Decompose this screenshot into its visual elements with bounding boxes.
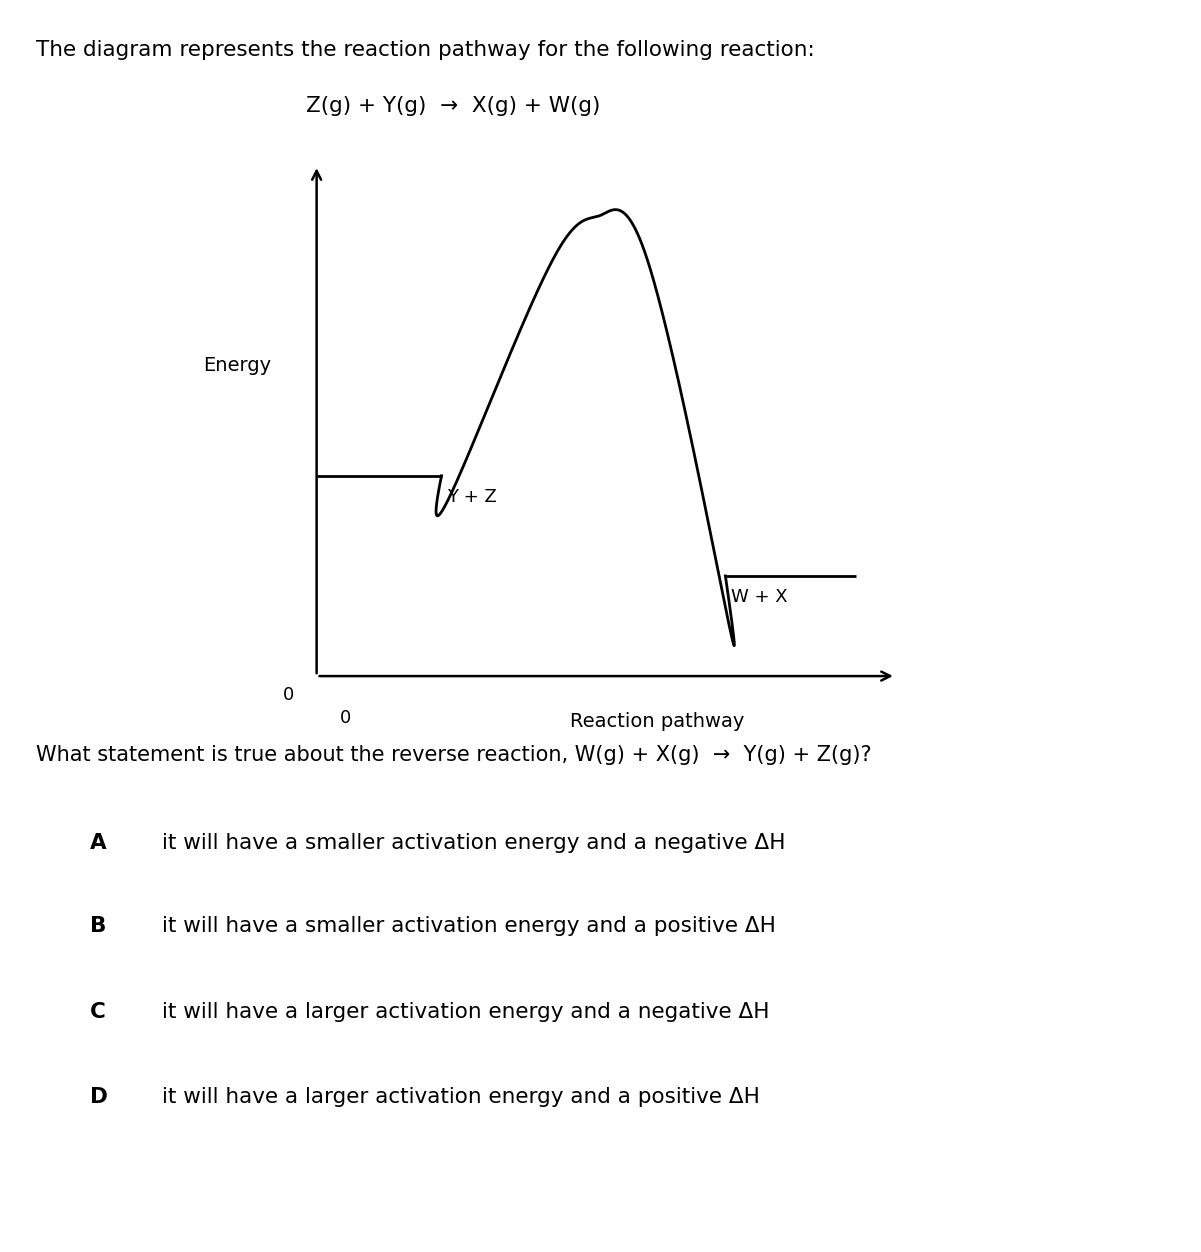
Text: D: D [90,1087,108,1107]
Text: it will have a larger activation energy and a positive ΔH: it will have a larger activation energy … [162,1087,760,1107]
Text: it will have a smaller activation energy and a positive ΔH: it will have a smaller activation energy… [162,916,776,936]
Text: B: B [90,916,107,936]
Text: The diagram represents the reaction pathway for the following reaction:: The diagram represents the reaction path… [36,40,814,60]
Text: Reaction pathway: Reaction pathway [570,711,745,731]
Text: it will have a larger activation energy and a negative ΔH: it will have a larger activation energy … [162,1002,770,1022]
Text: it will have a smaller activation energy and a negative ΔH: it will have a smaller activation energy… [162,833,785,853]
Text: A: A [90,833,107,853]
Text: W + X: W + X [731,588,788,606]
Text: 0: 0 [340,709,351,726]
Text: Energy: Energy [203,356,271,376]
Text: Y + Z: Y + Z [447,488,497,506]
Text: Z(g) + Y(g)  →  X(g) + W(g): Z(g) + Y(g) → X(g) + W(g) [306,96,600,116]
Text: 0: 0 [282,686,294,704]
Text: C: C [90,1002,106,1022]
Text: What statement is true about the reverse reaction, W(g) + X(g)  →  Y(g) + Z(g)?: What statement is true about the reverse… [36,745,872,765]
